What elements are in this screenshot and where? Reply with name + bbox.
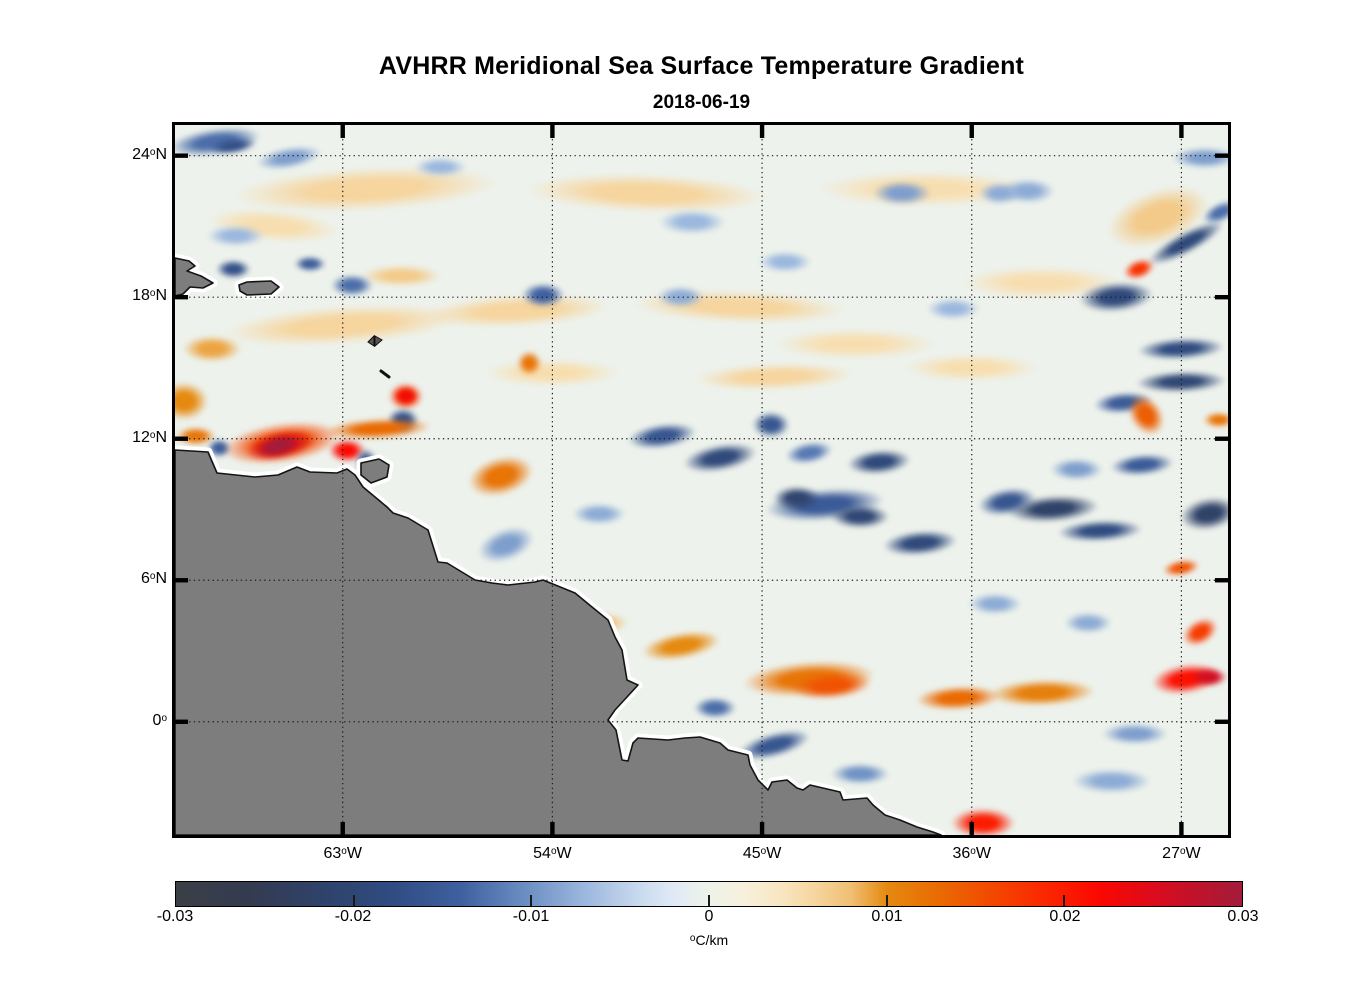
heatmap-blob — [1161, 143, 1228, 173]
heatmap-blob — [648, 205, 736, 238]
heatmap-blob — [687, 693, 744, 722]
axis-tick-top — [550, 125, 555, 138]
small-island-dash — [379, 369, 391, 379]
heatmap-blob — [821, 500, 899, 533]
small-island-glyph-1 — [374, 335, 383, 348]
axis-tick-left — [175, 153, 188, 158]
axis-tick-bottom — [550, 822, 555, 835]
landmass-south_america — [175, 449, 942, 835]
axis-tick-top — [340, 125, 345, 138]
heatmap-blob — [918, 294, 989, 324]
landmass-trinidad — [360, 458, 390, 484]
colorbar-tick-label: 0 — [704, 908, 714, 925]
lon-tick-label: 27oW — [1162, 845, 1201, 862]
axis-tick-left — [175, 436, 188, 441]
landmass-puerto_rico — [238, 280, 280, 296]
colorbar-tick-label: 0.01 — [871, 908, 903, 925]
small-island-glyph-0 — [367, 334, 375, 347]
heatmap-blob — [821, 759, 899, 788]
colorbar-tick-label: 0.03 — [1227, 908, 1259, 925]
axis-tick-bottom — [759, 822, 765, 835]
heatmap-blob — [405, 155, 476, 180]
heatmap-blob — [197, 221, 274, 251]
axis-tick-bottom — [1179, 822, 1184, 835]
axis-tick-right — [1215, 719, 1228, 724]
heatmap-blob — [746, 406, 796, 443]
heatmap-blob — [863, 177, 941, 210]
axis-tick-right — [1215, 436, 1228, 441]
colorbar-tick-label: -0.03 — [156, 908, 194, 925]
axis-tick-right — [1215, 153, 1228, 158]
colorbar-unit-label: oC/km — [689, 932, 729, 948]
lat-tick-label: 6oN — [140, 570, 167, 588]
lat-tick-label: 12oN — [132, 428, 167, 446]
lon-tick-label: 36oW — [952, 845, 991, 862]
figure-date: 2018-06-19 — [652, 92, 751, 113]
colorbar — [175, 881, 1243, 907]
heatmap-blob — [515, 278, 572, 311]
axis-tick-left — [175, 719, 188, 724]
heatmap-blob — [1197, 409, 1228, 431]
lat-tick-label: 24oN — [132, 145, 167, 163]
heatmap-blob — [289, 253, 332, 275]
landmass-hispaniola — [175, 257, 214, 297]
axis-tick-top — [759, 125, 765, 138]
heatmap-blob — [513, 347, 545, 380]
axis-tick-right — [1215, 578, 1228, 583]
map-overlay — [175, 125, 1228, 835]
heatmap-blob — [564, 500, 634, 529]
lat-tick-label: 18oN — [132, 287, 167, 305]
lon-tick-label: 63oW — [323, 845, 362, 862]
heatmap-blob — [960, 589, 1030, 618]
heatmap-blob — [1059, 764, 1164, 797]
heatmap-blob — [971, 179, 1028, 208]
colorbar-tick-label: -0.02 — [334, 908, 372, 925]
lon-tick-label: 45oW — [742, 845, 782, 862]
heatmap-blob — [175, 331, 251, 367]
map-plot-area — [172, 122, 1231, 838]
heatmap-blob — [391, 385, 420, 407]
colorbar-tick — [530, 895, 533, 906]
axis-tick-right — [1215, 294, 1228, 300]
heatmap-blob — [210, 256, 256, 282]
colorbar-tick — [352, 895, 355, 906]
heatmap-blob — [765, 481, 829, 514]
axis-tick-bottom — [969, 822, 974, 835]
colorbar-tick — [1063, 895, 1066, 906]
colorbar-tick — [885, 895, 888, 906]
figure-title: AVHRR Meridional Sea Surface Temperature… — [378, 52, 1025, 80]
heatmap-blob — [1056, 608, 1120, 637]
lat-tick-label: 0o — [152, 711, 167, 729]
axis-tick-left — [175, 294, 188, 300]
colorbar-tick-label: -0.01 — [512, 908, 550, 925]
heatmap-blob — [941, 803, 1026, 835]
lon-tick-label: 54oW — [533, 845, 572, 862]
heatmap-blob — [1184, 664, 1228, 690]
axis-tick-top — [1179, 125, 1184, 138]
heatmap-blob — [1091, 719, 1179, 748]
axis-tick-left — [175, 578, 188, 583]
heatmap-blob — [324, 271, 380, 300]
colorbar-tick — [708, 895, 710, 906]
colorbar-tick-label: 0.02 — [1049, 908, 1081, 925]
axis-tick-bottom — [340, 822, 345, 835]
axis-tick-top — [969, 125, 974, 138]
